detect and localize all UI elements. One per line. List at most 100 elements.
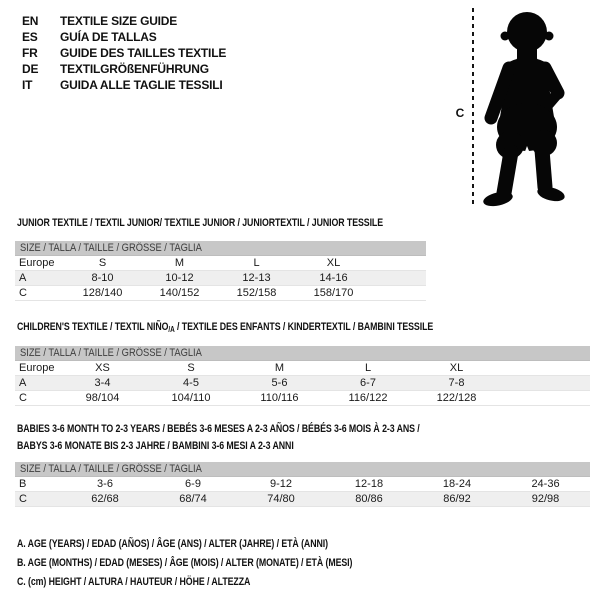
babies-section-title: BABIES 3-6 MONTH TO 2-3 YEARS / BEBÉS 3-… — [17, 420, 520, 454]
cell: 6-7 — [324, 375, 412, 391]
children-size-table: SIZE / TALLA / TAILLE / GRÖSSE / TAGLIA … — [15, 346, 591, 406]
table-row: Europe S M L XL — [15, 255, 427, 271]
lang-row-it: IT GUIDA ALLE TAGLIE TESSILI — [22, 77, 226, 93]
cell: L — [218, 255, 295, 271]
babies-title-line1: BABIES 3-6 MONTH TO 2-3 YEARS / BEBÉS 3-… — [17, 423, 420, 435]
row-label: C — [15, 390, 58, 406]
cell: 18-24 — [413, 476, 501, 492]
table-header-bar: SIZE / TALLA / TAILLE / GRÖSSE / TAGLIA — [15, 346, 591, 361]
cell: 62/68 — [61, 491, 149, 507]
cell: 5-6 — [235, 375, 324, 391]
cell: M — [235, 360, 324, 376]
children-section-title: CHILDREN'S TEXTILE / TEXTIL NIÑO/A / TEX… — [17, 319, 537, 337]
lang-code: IT — [22, 78, 33, 92]
cell: XS — [58, 360, 147, 376]
cell: 98/104 — [58, 390, 147, 406]
height-measure-dashed-line — [472, 8, 474, 206]
table-header-bar: SIZE / TALLA / TAILLE / GRÖSSE / TAGLIA — [15, 241, 427, 256]
cell: 158/170 — [295, 285, 372, 301]
lang-code: DE — [22, 62, 39, 76]
row-label: C — [15, 491, 61, 507]
lang-code: EN — [22, 14, 39, 28]
note-age-years: A. AGE (YEARS) / EDAD (AÑOS) / ÂGE (ANS)… — [17, 538, 328, 550]
junior-size-table: SIZE / TALLA / TAILLE / GRÖSSE / TAGLIA … — [15, 241, 427, 301]
cell: 92/98 — [501, 491, 591, 507]
lang-title: GUIDA ALLE TAGLIE TESSILI — [60, 78, 223, 92]
table-row: C 62/68 68/74 74/80 80/86 86/92 92/98 — [15, 491, 591, 507]
lang-title: TEXTILGRÖßENFÜHRUNG — [60, 62, 209, 76]
junior-section-title: JUNIOR TEXTILE / TEXTIL JUNIOR/ TEXTILE … — [17, 215, 475, 230]
note-age-months: B. AGE (MONTHS) / EDAD (MESES) / ÂGE (MO… — [17, 557, 353, 569]
cell: M — [141, 255, 218, 271]
filler-cell — [372, 285, 427, 301]
lang-title: GUÍA DE TALLAS — [60, 30, 157, 44]
filler-cell — [501, 375, 591, 391]
table-header-bar: SIZE / TALLA / TAILLE / GRÖSSE / TAGLIA — [15, 462, 591, 477]
table-row: B 3-6 6-9 9-12 12-18 18-24 24-36 — [15, 476, 591, 492]
cell: 104/110 — [147, 390, 235, 406]
cell: 122/128 — [412, 390, 501, 406]
filler-cell — [501, 390, 591, 406]
language-list: EN TEXTILE SIZE GUIDE ES GUÍA DE TALLAS … — [22, 13, 226, 93]
cell: XL — [412, 360, 501, 376]
lang-row-fr: FR GUIDE DES TAILLES TEXTILE — [22, 45, 226, 61]
height-label-c: C — [455, 106, 465, 120]
cell: 116/122 — [324, 390, 412, 406]
lang-row-en: EN TEXTILE SIZE GUIDE — [22, 13, 226, 29]
cell: 4-5 — [147, 375, 235, 391]
size-header-label: SIZE / TALLA / TAILLE / GRÖSSE / TAGLIA — [20, 347, 202, 359]
cell: 6-9 — [149, 476, 237, 492]
cell: S — [64, 255, 141, 271]
cell: 74/80 — [237, 491, 325, 507]
cell: 68/74 — [149, 491, 237, 507]
table-row: A 8-10 10-12 12-13 14-16 — [15, 270, 427, 286]
baby-silhouette-icon — [483, 12, 565, 207]
cell: 110/116 — [235, 390, 324, 406]
row-label: A — [15, 375, 58, 391]
junior-title-text: JUNIOR TEXTILE / TEXTIL JUNIOR/ TEXTILE … — [17, 217, 384, 229]
row-label: C — [15, 285, 64, 301]
lang-code: FR — [22, 46, 38, 60]
note-height-cm: C. (cm) HEIGHT / ALTURA / HAUTEUR / HÖHE… — [17, 576, 251, 588]
size-header-label: SIZE / TALLA / TAILLE / GRÖSSE / TAGLIA — [20, 463, 202, 475]
filler-cell — [372, 270, 427, 286]
children-title-post: / TEXTILE DES ENFANTS / KINDERTEXTIL / B… — [174, 321, 434, 333]
size-header-label: SIZE / TALLA / TAILLE / GRÖSSE / TAGLIA — [20, 242, 202, 254]
lang-row-es: ES GUÍA DE TALLAS — [22, 29, 226, 45]
lang-title: TEXTILE SIZE GUIDE — [60, 14, 178, 28]
lang-title: GUIDE DES TAILLES TEXTILE — [60, 46, 227, 60]
cell: 152/158 — [218, 285, 295, 301]
cell: 10-12 — [141, 270, 218, 286]
cell: 8-10 — [64, 270, 141, 286]
table-row: A 3-4 4-5 5-6 6-7 7-8 — [15, 375, 591, 391]
filler-cell — [501, 360, 591, 376]
row-label: Europe — [15, 360, 58, 376]
cell: L — [324, 360, 412, 376]
lang-code: ES — [22, 30, 38, 44]
cell: 3-6 — [61, 476, 149, 492]
cell: 14-16 — [295, 270, 372, 286]
cell: XL — [295, 255, 372, 271]
filler-cell — [372, 255, 427, 271]
table-row: C 128/140 140/152 152/158 158/170 — [15, 285, 427, 301]
cell: 3-4 — [58, 375, 147, 391]
cell: 7-8 — [412, 375, 501, 391]
cell: 24-36 — [501, 476, 591, 492]
cell: 86/92 — [413, 491, 501, 507]
cell: 140/152 — [141, 285, 218, 301]
cell: 12-18 — [325, 476, 413, 492]
row-label: Europe — [15, 255, 64, 271]
table-row: C 98/104 104/110 110/116 116/122 122/128 — [15, 390, 591, 406]
cell: 80/86 — [325, 491, 413, 507]
children-title-pre: CHILDREN'S TEXTILE / TEXTIL NIÑO — [17, 321, 169, 333]
table-row: Europe XS S M L XL — [15, 360, 591, 376]
babies-title-line2: BABYS 3-6 MONATE BIS 2-3 JAHRE / BAMBINI… — [17, 440, 294, 452]
children-title-sub: /A — [168, 325, 175, 334]
legend-notes: A. AGE (YEARS) / EDAD (AÑOS) / ÂGE (ANS)… — [17, 534, 436, 591]
children-title-text: CHILDREN'S TEXTILE / TEXTIL NIÑO/A / TEX… — [17, 320, 433, 337]
cell: 12-13 — [218, 270, 295, 286]
row-label: A — [15, 270, 64, 286]
cell: S — [147, 360, 235, 376]
cell: 9-12 — [237, 476, 325, 492]
